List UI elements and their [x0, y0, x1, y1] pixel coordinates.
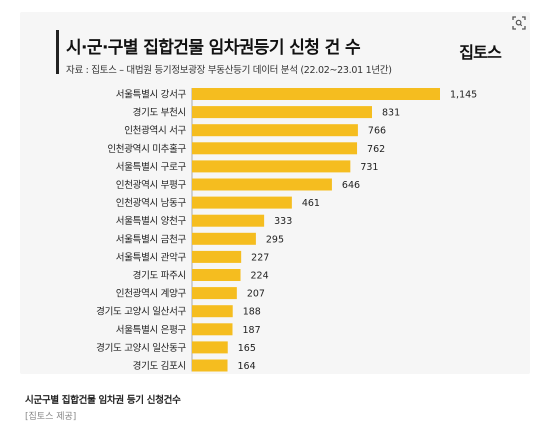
bar: [192, 88, 440, 100]
brand-logo: 집토스: [459, 43, 502, 62]
category-label: 인천광역시 서구: [124, 125, 186, 137]
expand-icon: [512, 16, 526, 30]
chart-source: 자료 : 집토스 – 대법원 등기정보광장 부동산등기 데이터 분석 (22.0…: [66, 65, 392, 76]
bar: [192, 106, 372, 119]
bar: [192, 269, 241, 281]
category-label: 경기도 부천시: [133, 107, 186, 119]
category-label: 서울특별시 강서구: [116, 90, 187, 101]
chart-title: 시·군·구별 집합건물 임차권등기 신청 건 수: [66, 38, 361, 58]
bar: [192, 305, 233, 318]
bar: [192, 323, 233, 336]
category-label: 경기도 김포시: [133, 360, 186, 372]
title-accent-bar: [56, 30, 59, 74]
bar: [192, 196, 292, 209]
category-label: 경기도 고양시 일산서구: [96, 306, 186, 318]
category-label: 인천광역시 미추홀구: [107, 143, 186, 155]
value-label: 333: [274, 216, 292, 227]
value-label: 188: [243, 307, 261, 318]
category-label: 인천광역시 부평구: [116, 179, 187, 191]
category-label: 서울특별시 양천구: [116, 216, 187, 227]
bar: [192, 142, 358, 155]
expand-image-button[interactable]: [512, 15, 526, 30]
value-label: 187: [243, 325, 261, 336]
value-label: 295: [266, 234, 284, 245]
value-label: 224: [251, 271, 269, 282]
bar: [192, 232, 256, 245]
image-credit: [집토스 제공]: [25, 412, 77, 422]
bar: [192, 287, 237, 300]
category-label: 서울특별시 은평구: [116, 325, 187, 336]
bar: [192, 341, 228, 354]
bar: [192, 178, 332, 191]
chart-card: [20, 12, 530, 374]
value-label: 164: [238, 361, 256, 372]
value-label: 831: [382, 108, 400, 119]
value-label: 766: [368, 126, 386, 137]
value-label: 165: [238, 343, 256, 354]
bar: [192, 359, 228, 372]
bar: [192, 250, 242, 263]
category-label: 경기도 고양시 일산동구: [96, 342, 186, 354]
value-label: 731: [360, 162, 378, 173]
category-label: 경기도 파주시: [133, 270, 186, 282]
bar: [192, 214, 265, 227]
category-label: 인천광역시 남동구: [116, 197, 187, 209]
category-label: 서울특별시 금천구: [116, 234, 187, 245]
value-label: 1,145: [450, 90, 477, 101]
image-caption: 시군구별 집합건물 임차권 등기 신청건수: [25, 395, 181, 406]
bar-chart: 서울특별시 강서구 1,145 경기도 부천시 831 인천광역시 서구 766 인천광역시…: [96, 88, 477, 372]
category-label: 인천광역시 계양구: [116, 288, 187, 300]
value-label: 207: [247, 289, 265, 300]
category-label: 서울특별시 관악구: [116, 251, 187, 263]
value-label: 762: [367, 144, 385, 155]
category-label: 서울특별시 구로구: [116, 162, 187, 173]
value-label: 646: [342, 180, 360, 191]
bar: [192, 160, 351, 173]
bar: [192, 124, 358, 137]
value-label: 461: [302, 198, 320, 209]
value-label: 227: [251, 252, 269, 263]
